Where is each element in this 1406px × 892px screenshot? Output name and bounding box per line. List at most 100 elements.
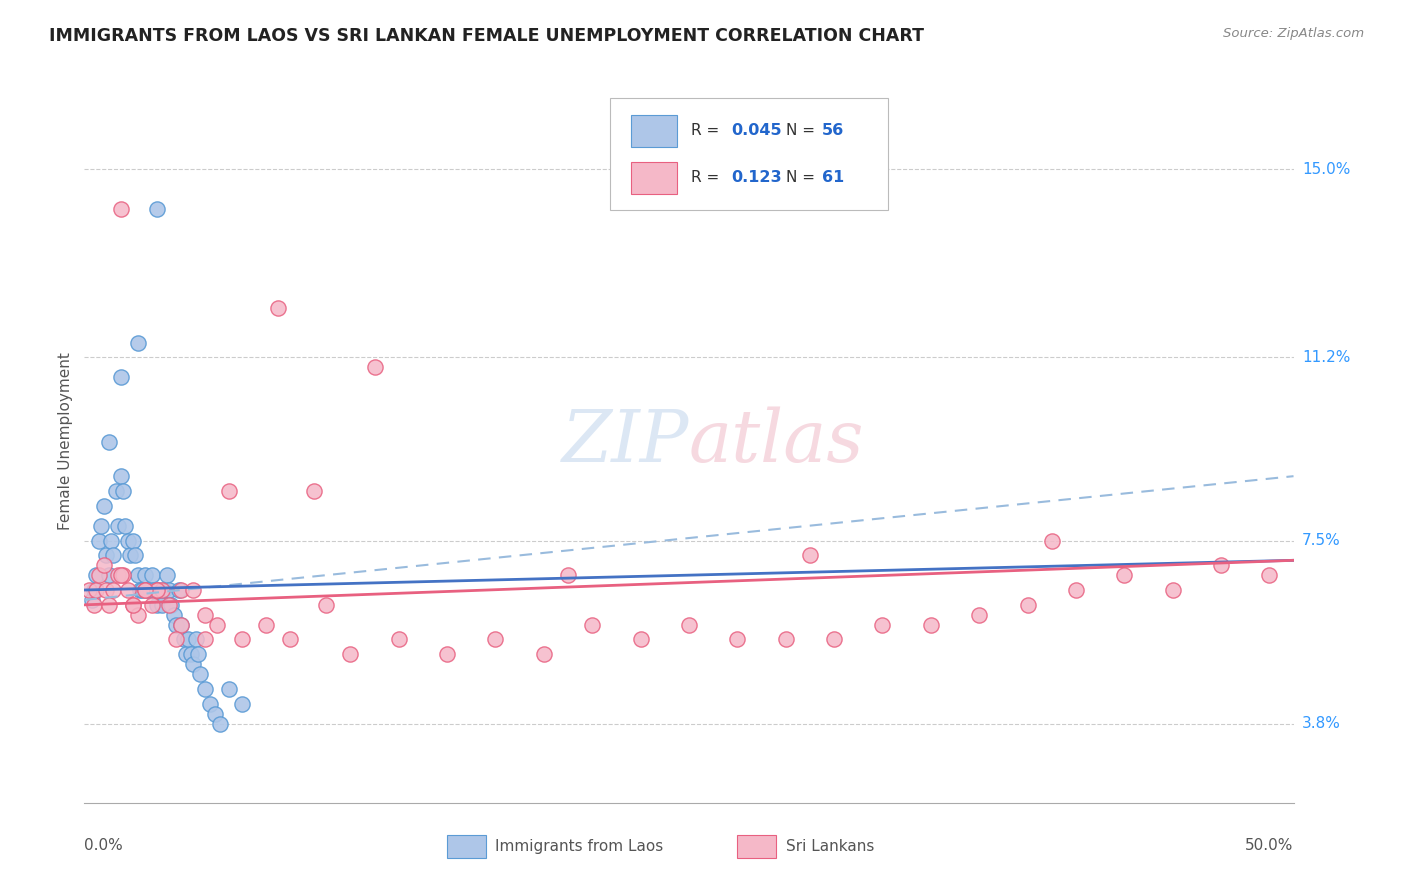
Point bbox=[146, 202, 169, 216]
Point bbox=[181, 657, 204, 672]
Point bbox=[315, 598, 337, 612]
Point bbox=[148, 582, 170, 597]
Text: Sri Lankans: Sri Lankans bbox=[786, 839, 875, 855]
Point bbox=[129, 582, 152, 597]
Point bbox=[177, 632, 200, 647]
Point bbox=[204, 706, 226, 721]
Point bbox=[121, 598, 143, 612]
Point bbox=[110, 202, 132, 216]
Point bbox=[581, 617, 603, 632]
Bar bbox=[737, 835, 776, 858]
Text: 61: 61 bbox=[823, 170, 844, 186]
Point bbox=[678, 617, 700, 632]
Text: N =: N = bbox=[786, 123, 820, 138]
Text: 50.0%: 50.0% bbox=[1246, 838, 1294, 853]
Point bbox=[1209, 558, 1232, 573]
Point bbox=[174, 648, 197, 662]
Point bbox=[93, 499, 115, 513]
Point bbox=[725, 632, 748, 647]
Point bbox=[146, 582, 169, 597]
Point bbox=[231, 697, 253, 711]
Point bbox=[1064, 582, 1087, 597]
Point bbox=[136, 582, 159, 597]
Point bbox=[184, 632, 207, 647]
Point bbox=[198, 697, 221, 711]
Point bbox=[124, 549, 146, 563]
Point bbox=[87, 533, 110, 548]
Text: atlas: atlas bbox=[689, 406, 865, 477]
Text: 7.5%: 7.5% bbox=[1302, 533, 1340, 548]
Point bbox=[173, 632, 195, 647]
Point bbox=[80, 593, 103, 607]
Point bbox=[254, 617, 277, 632]
Point bbox=[146, 582, 169, 597]
Point bbox=[103, 549, 125, 563]
Point bbox=[1161, 582, 1184, 597]
Y-axis label: Female Unemployment: Female Unemployment bbox=[58, 352, 73, 531]
Point bbox=[121, 598, 143, 612]
Point bbox=[1017, 598, 1039, 612]
Text: Source: ZipAtlas.com: Source: ZipAtlas.com bbox=[1223, 27, 1364, 40]
Point bbox=[110, 469, 132, 483]
Point bbox=[190, 667, 212, 681]
Point bbox=[110, 370, 132, 384]
Point bbox=[194, 681, 217, 696]
Text: ZIP: ZIP bbox=[561, 406, 689, 477]
Point bbox=[86, 582, 108, 597]
Text: 0.045: 0.045 bbox=[731, 123, 782, 138]
Point bbox=[207, 617, 229, 632]
Bar bbox=[447, 835, 486, 858]
Point bbox=[131, 582, 153, 597]
Point bbox=[208, 716, 231, 731]
Point bbox=[117, 582, 139, 597]
Point bbox=[104, 483, 127, 498]
Point bbox=[77, 582, 100, 597]
Point bbox=[181, 582, 204, 597]
Point bbox=[231, 632, 253, 647]
Point bbox=[267, 301, 290, 315]
Point bbox=[218, 681, 240, 696]
Point bbox=[146, 598, 169, 612]
Point bbox=[107, 568, 129, 582]
Point bbox=[134, 582, 156, 597]
Point bbox=[127, 335, 149, 350]
Text: 11.2%: 11.2% bbox=[1302, 350, 1350, 365]
Point bbox=[823, 632, 845, 647]
Point bbox=[165, 617, 187, 632]
Text: 15.0%: 15.0% bbox=[1302, 161, 1350, 177]
Point bbox=[630, 632, 652, 647]
Point bbox=[103, 582, 125, 597]
Point bbox=[194, 607, 217, 622]
Point bbox=[170, 582, 193, 597]
Point bbox=[141, 568, 163, 582]
Point bbox=[799, 549, 821, 563]
Point bbox=[167, 582, 190, 597]
Bar bbox=[631, 161, 676, 194]
Point bbox=[100, 533, 122, 548]
Text: 0.123: 0.123 bbox=[731, 170, 782, 186]
Point bbox=[97, 568, 120, 582]
Point bbox=[90, 518, 112, 533]
Point bbox=[872, 617, 894, 632]
Point bbox=[97, 598, 120, 612]
Point bbox=[775, 632, 797, 647]
Point bbox=[97, 434, 120, 449]
Point bbox=[87, 568, 110, 582]
Point bbox=[157, 598, 180, 612]
Point bbox=[107, 518, 129, 533]
Point bbox=[278, 632, 301, 647]
Point bbox=[134, 582, 156, 597]
Point bbox=[112, 483, 135, 498]
Point bbox=[93, 558, 115, 573]
Point bbox=[143, 582, 166, 597]
Point bbox=[194, 632, 217, 647]
Point bbox=[153, 582, 176, 597]
Point bbox=[436, 648, 458, 662]
Point bbox=[127, 607, 149, 622]
Text: R =: R = bbox=[692, 123, 724, 138]
Point bbox=[83, 598, 105, 612]
Text: Immigrants from Laos: Immigrants from Laos bbox=[495, 839, 664, 855]
Text: R =: R = bbox=[692, 170, 724, 186]
Point bbox=[1114, 568, 1136, 582]
Point bbox=[127, 568, 149, 582]
